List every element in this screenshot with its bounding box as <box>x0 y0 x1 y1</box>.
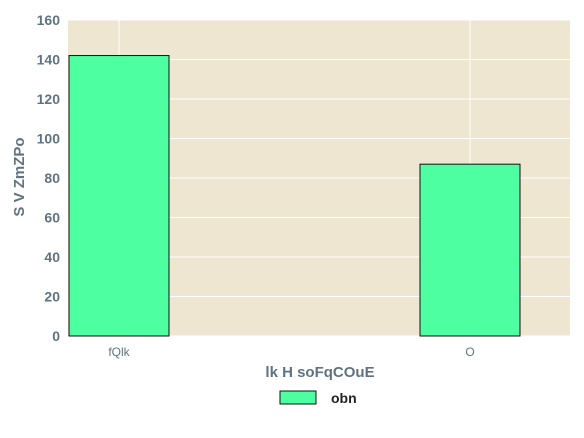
y-axis-label: S V ZmZPo <box>11 137 28 216</box>
legend: obn <box>279 390 357 406</box>
bar-O <box>419 163 521 337</box>
y-tick-label: 160 <box>37 12 61 28</box>
y-tick-label: 140 <box>37 52 61 68</box>
y-tick-labels: 0 20 40 60 80 100 120 140 160 <box>37 12 61 344</box>
legend-label: obn <box>331 390 357 406</box>
bar-fQlk <box>68 55 170 337</box>
x-axis-label: lk H soFqCOuE <box>265 364 374 381</box>
y-tick-label: 80 <box>44 170 60 186</box>
y-tick-label: 100 <box>37 131 61 147</box>
y-tick-label: 120 <box>37 91 61 107</box>
x-tick-labels: fQlk O <box>108 345 474 359</box>
x-tick-label: O <box>465 345 474 359</box>
x-tick-label: fQlk <box>108 345 130 359</box>
y-tick-label: 40 <box>44 249 60 265</box>
y-tick-label: 20 <box>44 289 60 305</box>
y-tick-label: 0 <box>52 328 60 344</box>
legend-swatch <box>279 390 317 405</box>
y-tick-label: 60 <box>44 210 60 226</box>
bars <box>68 55 521 337</box>
